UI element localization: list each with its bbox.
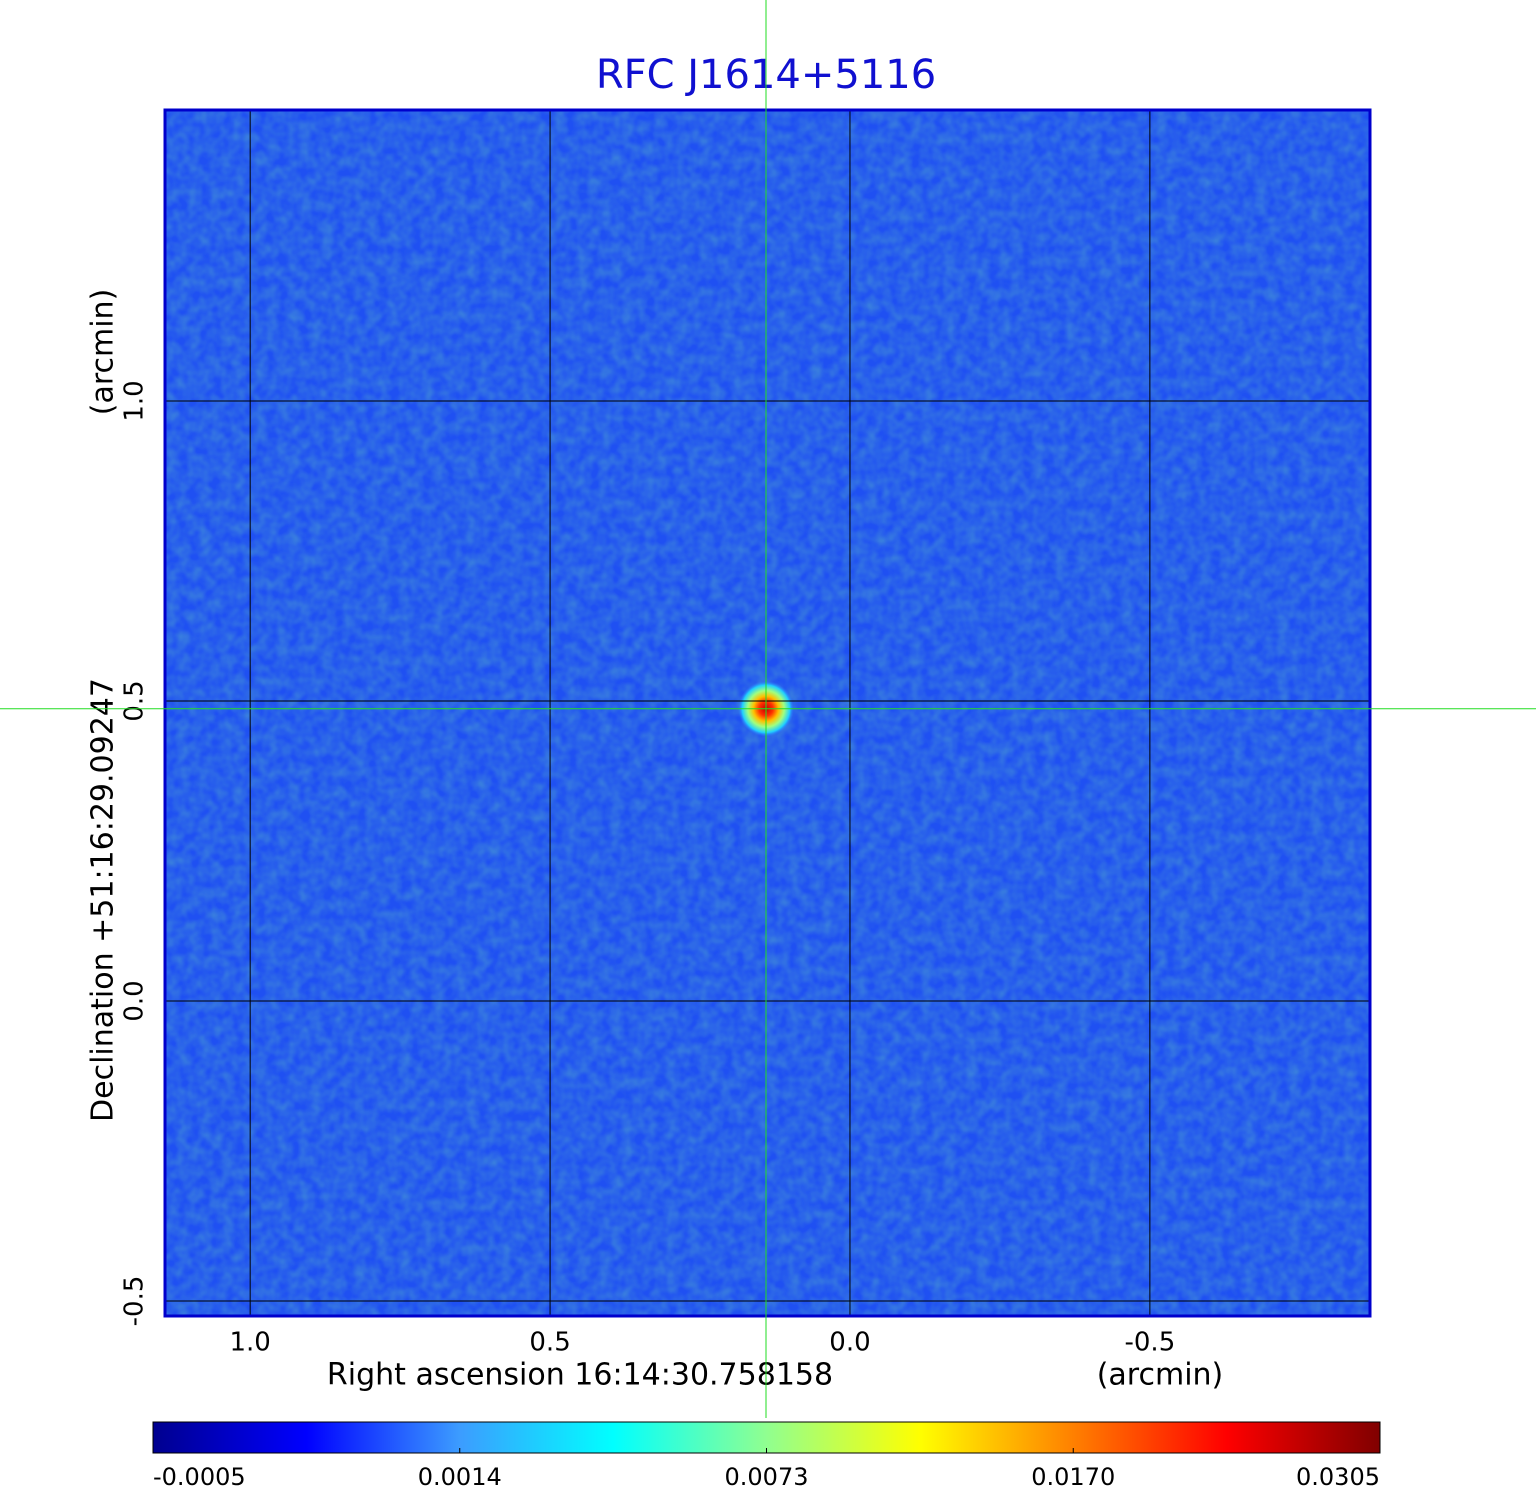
y-tick-label: 1.0 [120, 380, 150, 421]
y-axis-label: Declination +51:16:29.09247 [86, 678, 121, 1122]
image-frame [163, 108, 1372, 1318]
x-tick-label: 1.0 [229, 1328, 270, 1358]
y-tick-label: 0.0 [120, 980, 150, 1021]
x-axis-unit: (arcmin) [1097, 1358, 1224, 1393]
y-axis-unit: (arcmin) [86, 289, 121, 416]
colorbar-tick-label: -0.0005 [153, 1463, 246, 1491]
y-tick-label: -0.5 [120, 1276, 150, 1327]
colorbar-tick-label: 0.0305 [1296, 1463, 1380, 1491]
colorbar-tick-label: 0.0170 [1031, 1463, 1115, 1491]
y-tick-label: 0.5 [120, 680, 150, 721]
x-axis-label: Right ascension 16:14:30.758158 [327, 1358, 833, 1393]
colorbar-tick-label: 0.0014 [418, 1463, 502, 1491]
x-tick-label: 0.0 [829, 1328, 870, 1358]
x-tick-label: -0.5 [1125, 1328, 1176, 1358]
colorbar-tick-label: 0.0073 [725, 1463, 809, 1491]
x-tick-label: 0.5 [529, 1328, 570, 1358]
